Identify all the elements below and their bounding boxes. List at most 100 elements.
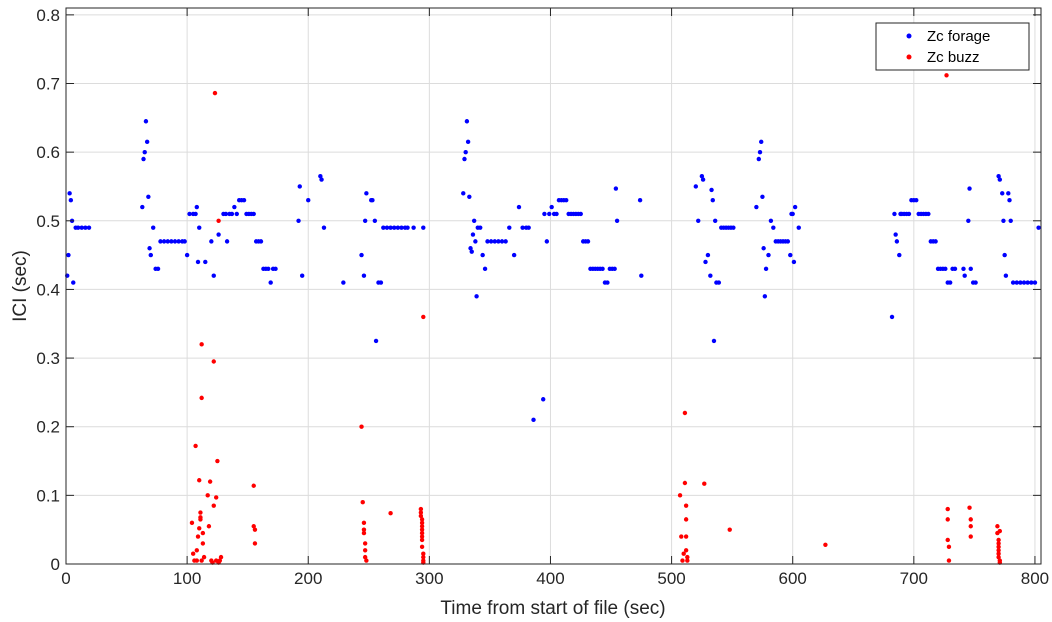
buzz-point bbox=[945, 517, 950, 522]
grid bbox=[65, 8, 1041, 565]
forage-point bbox=[485, 239, 490, 244]
forage-point bbox=[961, 266, 966, 272]
forage-point bbox=[146, 194, 151, 199]
forage-point bbox=[462, 156, 467, 162]
buzz-point bbox=[685, 558, 690, 563]
forage-point bbox=[792, 204, 798, 210]
forage-point bbox=[392, 225, 397, 230]
forage-point bbox=[796, 225, 801, 230]
buzz-point bbox=[364, 558, 369, 563]
forage-point bbox=[195, 259, 201, 265]
buzz-point bbox=[946, 558, 952, 563]
x-tick-label: 300 bbox=[415, 569, 443, 588]
buzz-point bbox=[418, 510, 424, 515]
forage-point bbox=[224, 239, 230, 244]
forage-point bbox=[197, 225, 202, 230]
forage-point bbox=[251, 211, 256, 217]
buzz-point bbox=[388, 511, 393, 516]
axis-ticks bbox=[65, 8, 1041, 565]
forage-point bbox=[1021, 280, 1027, 285]
forage-point bbox=[516, 204, 522, 210]
buzz-point bbox=[996, 548, 1001, 553]
forage-point bbox=[709, 187, 714, 193]
buzz-point bbox=[967, 505, 972, 510]
forage-point bbox=[71, 280, 76, 285]
forage-point bbox=[143, 119, 149, 124]
forage-point bbox=[306, 197, 311, 203]
forage-point bbox=[297, 184, 302, 189]
forage-point bbox=[600, 266, 605, 272]
forage-point bbox=[187, 211, 192, 217]
forage-point bbox=[952, 266, 958, 272]
forage-point bbox=[144, 139, 150, 145]
forage-point bbox=[973, 280, 978, 285]
forage-point bbox=[151, 225, 156, 230]
buzz-point bbox=[418, 506, 424, 512]
forage-point bbox=[760, 194, 765, 199]
forage-point bbox=[564, 197, 569, 203]
forage-point bbox=[966, 218, 971, 223]
forage-point bbox=[463, 149, 468, 155]
forage-point bbox=[67, 191, 72, 196]
buzz-point bbox=[215, 458, 220, 464]
buzz-point bbox=[996, 551, 1001, 556]
forage-point bbox=[1032, 280, 1038, 285]
forage-point bbox=[605, 280, 610, 285]
forage-point bbox=[693, 184, 699, 189]
forage-point bbox=[906, 211, 912, 217]
buzz-point bbox=[680, 558, 685, 563]
buzz-point bbox=[199, 395, 204, 401]
x-tick-labels: 0 100 200 300 400 500 600 700 800 bbox=[61, 569, 1049, 588]
buzz-point bbox=[200, 530, 206, 536]
buzz-point bbox=[197, 526, 202, 531]
forage-point bbox=[470, 232, 476, 237]
buzz-point bbox=[421, 554, 426, 560]
series-1 bbox=[189, 73, 1003, 565]
buzz-point bbox=[213, 495, 219, 500]
forage-point bbox=[699, 173, 705, 179]
forage-point bbox=[1007, 197, 1012, 203]
buzz-point bbox=[200, 541, 206, 546]
buzz-point bbox=[996, 544, 1001, 550]
buzz-point bbox=[968, 524, 973, 529]
buzz-point bbox=[251, 483, 256, 488]
forage-point bbox=[962, 273, 967, 278]
buzz-point bbox=[997, 528, 1003, 534]
forage-point bbox=[373, 338, 379, 344]
buzz-point bbox=[205, 493, 210, 498]
forage-point bbox=[762, 294, 768, 299]
y-tick-label: 0.4 bbox=[36, 280, 60, 299]
buzz-point bbox=[419, 530, 425, 536]
series-0 bbox=[65, 119, 1041, 423]
buzz-point bbox=[193, 443, 198, 449]
buzz-point bbox=[212, 90, 218, 96]
buzz-point bbox=[945, 506, 950, 512]
buzz-point bbox=[677, 493, 683, 498]
forage-point bbox=[361, 273, 367, 278]
forage-point bbox=[395, 225, 401, 230]
forage-point bbox=[318, 173, 323, 179]
y-axis-label: ICI (sec) bbox=[10, 250, 31, 322]
forage-point bbox=[234, 211, 239, 217]
forage-point bbox=[141, 156, 146, 162]
forage-point bbox=[465, 139, 471, 145]
forage-point bbox=[194, 204, 200, 210]
forage-point bbox=[703, 259, 708, 265]
x-tick-label: 0 bbox=[61, 569, 70, 588]
forage-point bbox=[544, 239, 550, 244]
buzz-point bbox=[727, 527, 732, 532]
forage-point bbox=[1036, 225, 1041, 230]
forage-point bbox=[193, 211, 198, 217]
forage-point bbox=[894, 239, 900, 244]
forage-point bbox=[468, 246, 473, 251]
forage-point bbox=[421, 225, 426, 230]
buzz-point bbox=[946, 544, 952, 550]
forage-point bbox=[700, 177, 706, 182]
plot-background bbox=[66, 8, 1041, 564]
forage-point bbox=[83, 225, 88, 230]
buzz-point bbox=[211, 503, 216, 508]
buzz-point bbox=[195, 534, 201, 539]
forage-point bbox=[405, 225, 410, 230]
forage-point bbox=[716, 280, 722, 285]
